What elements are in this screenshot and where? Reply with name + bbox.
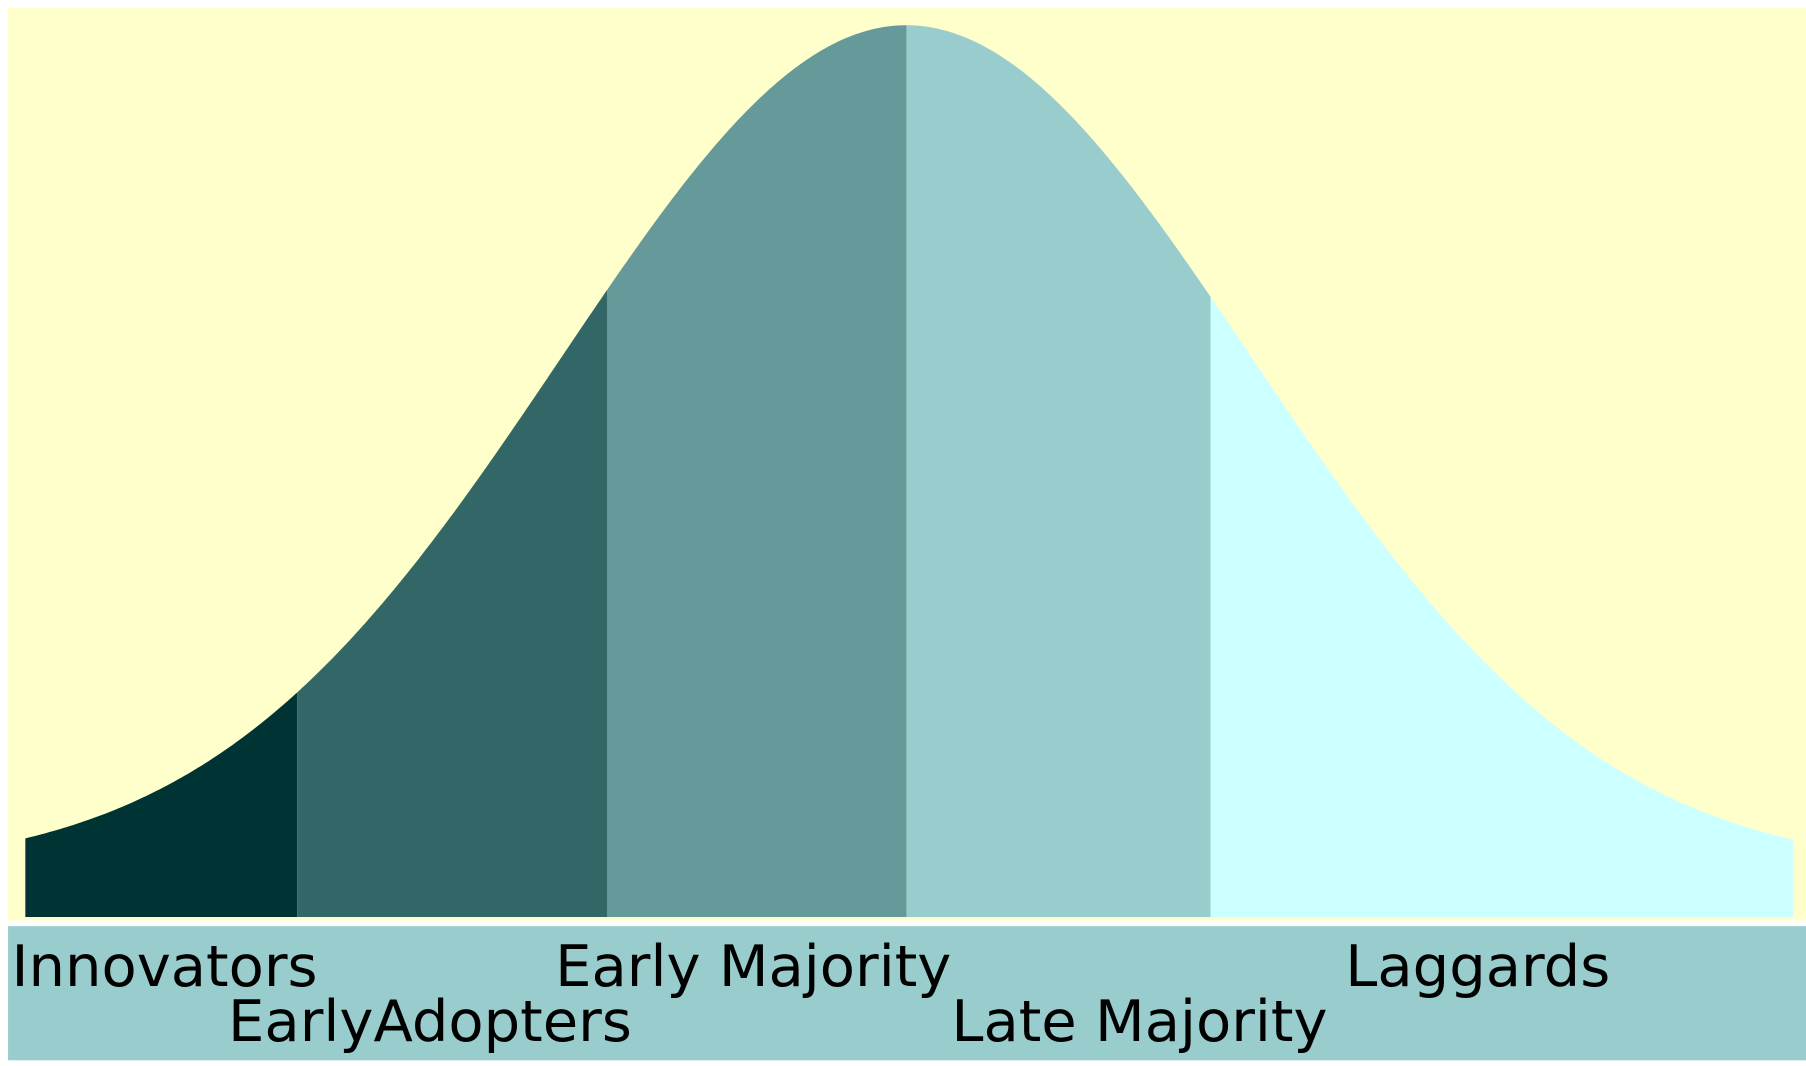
- bell-curve: [25, 25, 1794, 917]
- curve-segment: [297, 290, 607, 917]
- segment-label: Late Majority: [951, 988, 1327, 1055]
- segment-label: EarlyAdopters: [228, 988, 632, 1055]
- segment-label: Laggards: [1345, 933, 1610, 1000]
- curve-segment: [25, 692, 298, 917]
- curve-segment: [906, 25, 1211, 917]
- curve-segment: [606, 25, 907, 917]
- segment-label: Innovators: [12, 933, 318, 1000]
- curve-segment: [1210, 296, 1794, 917]
- label-band: [8, 926, 1806, 1061]
- segment-label: Early Majority: [555, 933, 951, 1000]
